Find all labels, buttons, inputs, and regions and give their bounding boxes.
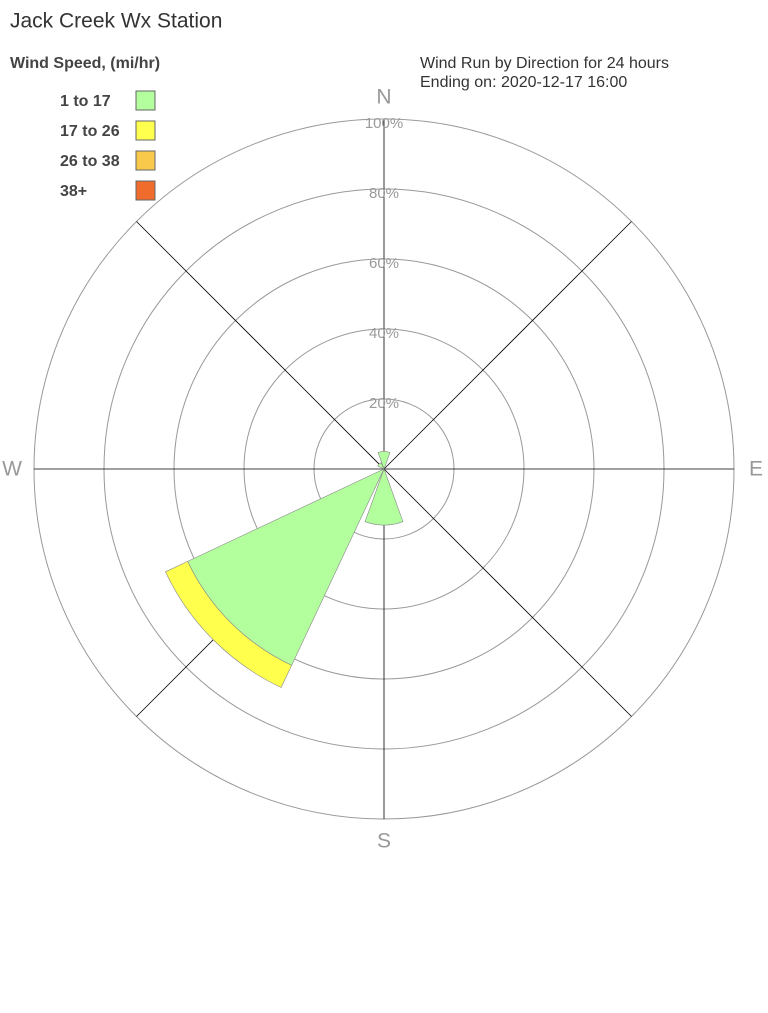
subtitle: Ending on: 2020-12-17 16:00 bbox=[420, 74, 627, 91]
r-tick-label: 20% bbox=[369, 395, 399, 412]
legend-label: 17 to 26 bbox=[60, 123, 120, 140]
direction-label: W bbox=[2, 458, 22, 481]
legend-swatch bbox=[135, 120, 156, 141]
wedge bbox=[364, 468, 404, 526]
wedge bbox=[377, 462, 385, 470]
r-tick-label: 80% bbox=[369, 185, 399, 202]
wedge bbox=[377, 451, 391, 470]
wedge bbox=[165, 560, 293, 688]
direction-label: S bbox=[377, 830, 391, 853]
direction-label: E bbox=[749, 458, 763, 481]
legend-swatch bbox=[135, 90, 156, 111]
legend-label: 26 to 38 bbox=[60, 153, 120, 170]
subtitle: Wind Run by Direction for 24 hours bbox=[420, 55, 669, 72]
legend-title: Wind Speed, (mi/hr) bbox=[10, 55, 160, 72]
direction-label: N bbox=[376, 86, 391, 109]
legend-label: 1 to 17 bbox=[60, 93, 111, 110]
chart-title: Jack Creek Wx Station bbox=[10, 10, 222, 33]
legend-label: 38+ bbox=[60, 183, 87, 200]
r-tick-label: 100% bbox=[365, 115, 403, 132]
legend-swatch bbox=[135, 180, 156, 201]
r-tick-label: 40% bbox=[369, 325, 399, 342]
r-tick-label: 60% bbox=[369, 255, 399, 272]
spoke bbox=[383, 221, 632, 470]
legend-swatch bbox=[135, 150, 156, 171]
spoke bbox=[383, 468, 632, 717]
spoke bbox=[136, 221, 385, 470]
